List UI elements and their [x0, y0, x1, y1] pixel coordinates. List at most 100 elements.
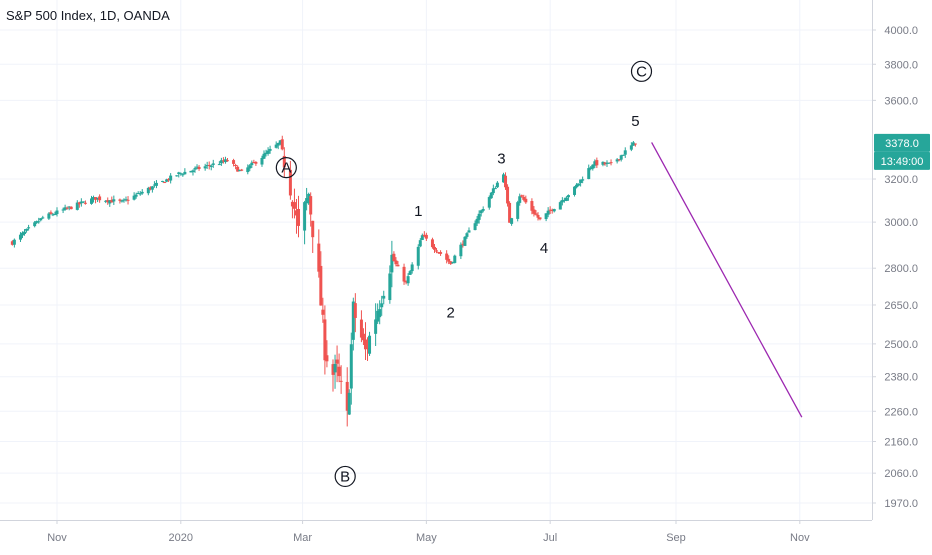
candle-body: [495, 182, 499, 188]
candle-body: [246, 167, 250, 173]
candle-body: [55, 210, 59, 215]
wave-label: 3: [497, 150, 505, 167]
candle-body: [179, 173, 183, 175]
candle-body: [20, 232, 24, 236]
candle-body: [189, 170, 193, 173]
candle-body: [183, 171, 187, 175]
candle-body: [252, 162, 256, 164]
candle-body: [37, 221, 41, 223]
candle-body: [169, 175, 173, 181]
candle-body: [396, 264, 400, 267]
candle-body: [191, 170, 195, 173]
candle-body: [516, 202, 520, 219]
candle-body: [493, 188, 497, 190]
candle-body: [376, 310, 380, 322]
candle-body: [67, 206, 71, 208]
candle-body: [319, 265, 323, 306]
candle-body: [290, 201, 294, 207]
candle-body: [41, 217, 45, 219]
candle-body: [579, 179, 583, 183]
candle-body: [508, 202, 512, 223]
candle-body: [390, 254, 394, 273]
candle-body: [538, 217, 542, 220]
wave-label: A: [281, 160, 291, 177]
candle-body: [359, 319, 363, 338]
candle-body: [274, 144, 278, 148]
candle-body: [205, 164, 209, 166]
candle-body: [410, 264, 414, 272]
candle-body: [465, 233, 469, 237]
price-tick-label: 2800.0: [884, 263, 918, 275]
candle-body: [317, 243, 321, 272]
candle-body: [27, 227, 31, 229]
candle-body: [532, 209, 536, 214]
wave-label-circle: [334, 465, 356, 488]
candle-body: [558, 202, 562, 210]
candle-body: [439, 252, 443, 254]
candle-body: [136, 192, 140, 194]
candle-body: [445, 253, 449, 260]
candle-body: [325, 355, 329, 362]
candle-body: [207, 165, 211, 167]
candle-body: [339, 380, 343, 382]
candle-body: [501, 174, 505, 183]
candle-body: [63, 207, 67, 210]
candle-body: [106, 200, 110, 203]
candle-body: [518, 196, 522, 203]
candles: [10, 135, 637, 427]
wave-label: 4: [540, 240, 548, 257]
candle-body: [294, 210, 298, 216]
candle-body: [605, 162, 609, 164]
price-tick-label: 3000.0: [884, 217, 918, 229]
candle-body: [351, 301, 355, 340]
candle-body: [491, 188, 495, 194]
candle-body: [297, 209, 301, 226]
candle-body: [333, 363, 337, 373]
time-tick-label: Jul: [543, 532, 557, 544]
candle-body: [209, 165, 213, 167]
candle-body: [223, 159, 227, 163]
candle-body: [366, 347, 370, 349]
candle-body: [165, 179, 169, 182]
time-tick-label: Nov: [790, 532, 810, 544]
candle-body: [435, 250, 439, 252]
candle-body: [629, 145, 633, 150]
wave-label: 1: [414, 203, 422, 220]
candle-body: [266, 150, 270, 154]
candle-body: [609, 162, 613, 164]
candle-body: [550, 209, 554, 212]
candle-body: [18, 234, 22, 240]
candle-body: [546, 210, 550, 215]
candle-body: [406, 276, 410, 284]
candle-body: [49, 212, 53, 214]
time-tick-label: May: [416, 532, 437, 544]
candle-body: [280, 139, 284, 150]
candle-body: [177, 172, 181, 174]
candle-body: [203, 166, 207, 169]
candle-body: [236, 166, 240, 172]
candle-body: [536, 214, 540, 218]
candle-body: [603, 162, 607, 165]
candle-body: [566, 195, 570, 198]
candle-body: [248, 165, 252, 169]
candle-body: [321, 309, 325, 315]
candle-body: [337, 366, 341, 377]
candle-body: [61, 209, 65, 211]
candle-body: [453, 255, 457, 263]
candle-body: [175, 175, 179, 177]
candle-body: [587, 168, 591, 180]
last-price-badge[interactable]: [874, 133, 930, 152]
wave-label-circle: [275, 157, 297, 179]
chart-title: S&P 500 Index, 1D, OANDA: [6, 8, 170, 23]
candle-body: [617, 159, 621, 161]
last-price-label: 3378.0: [885, 138, 919, 150]
wave-label: 2: [447, 305, 455, 322]
candle-body: [524, 198, 528, 203]
candle-body: [288, 169, 292, 196]
time-tick-label: Mar: [293, 532, 312, 544]
candle-body: [292, 202, 296, 209]
candle-body: [152, 184, 156, 186]
candle-body: [368, 335, 372, 354]
